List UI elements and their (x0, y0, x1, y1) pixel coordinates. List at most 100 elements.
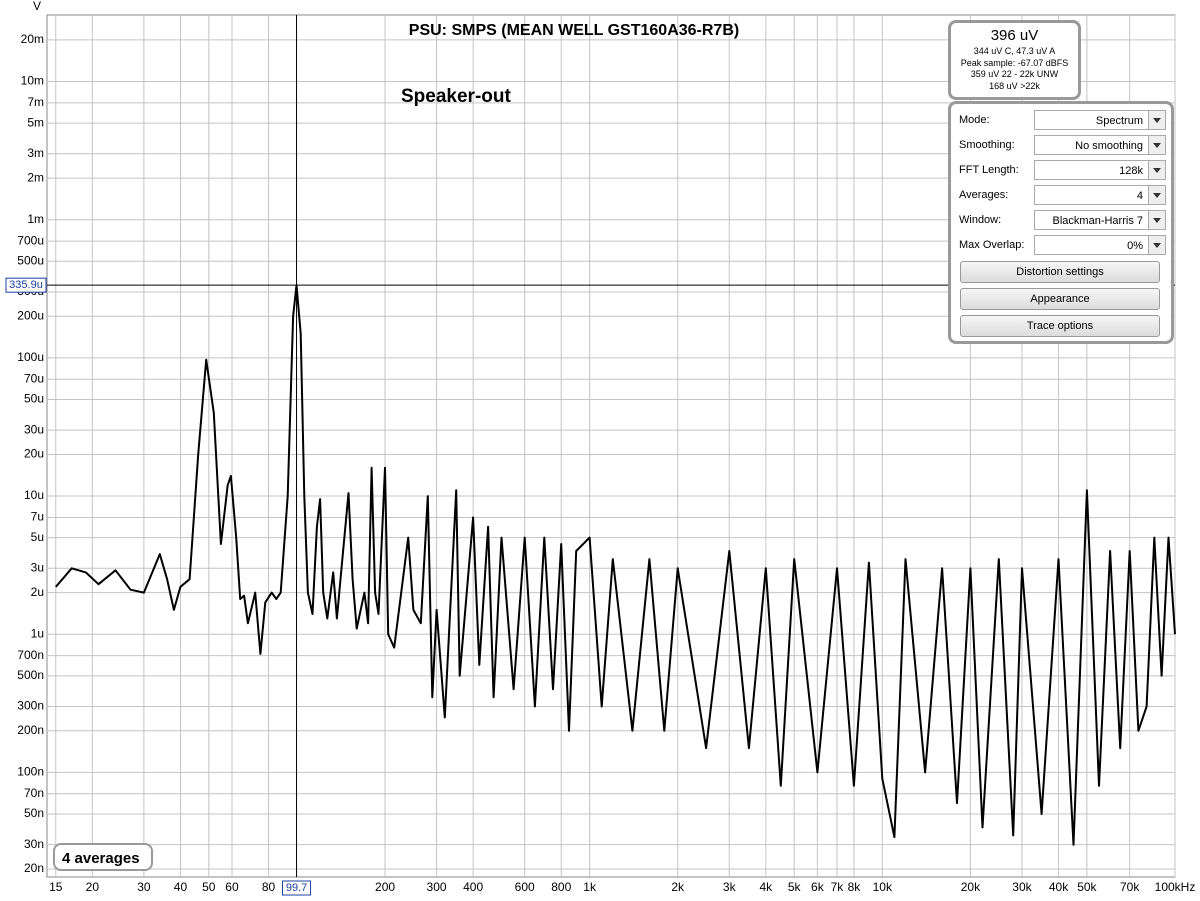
annotation: Speaker-out (401, 86, 511, 107)
control-row: Averages: 4 (959, 185, 1166, 205)
y-tick-label: 1m (27, 212, 44, 226)
dropdown-arrow[interactable] (1148, 211, 1165, 229)
y-tick-label: 70n (24, 786, 44, 800)
control-row: Window: Blackman-Harris 7 (959, 210, 1166, 230)
cursor-x-label: 99.7 (286, 882, 307, 894)
y-tick-label: 500u (17, 253, 44, 267)
meter-line: Peak sample: -67.07 dBFS (960, 57, 1069, 68)
y-tick-label: 100u (17, 350, 44, 364)
chart-title: PSU: SMPS (MEAN WELL GST160A36-R7B) (409, 22, 739, 39)
x-tick-label: 200 (375, 880, 395, 894)
x-tick-label: 800 (551, 880, 571, 894)
y-tick-label: 20m (21, 32, 44, 46)
x-tick-label: 50k (1077, 880, 1097, 894)
y-tick-label: 10u (24, 488, 44, 502)
dropdown-arrow[interactable] (1148, 136, 1165, 154)
dropdown-value: 0% (1127, 240, 1143, 252)
x-tick-label: 30k (1012, 880, 1032, 894)
x-tick-label: 40k (1049, 880, 1069, 894)
y-tick-label: 700u (17, 233, 44, 247)
y-tick-label: 2u (31, 585, 44, 599)
dropdown[interactable]: 0% (1034, 235, 1166, 255)
meter-line: 359 uV 22 - 22k UNW (970, 69, 1059, 79)
button[interactable]: Distortion settings (960, 261, 1160, 283)
y-tick-label: 50n (24, 806, 44, 820)
y-tick-label: 7m (27, 95, 44, 109)
y-tick-label: 5m (27, 115, 44, 129)
control-label: FFT Length: (959, 164, 1019, 176)
y-tick-label: 200u (17, 308, 44, 322)
control-row: FFT Length: 128k (959, 160, 1166, 180)
y-tick-label: 500n (17, 668, 44, 682)
y-tick-label: 50u (24, 392, 44, 406)
dropdown[interactable]: Spectrum (1034, 110, 1166, 130)
control-row: Max Overlap: 0% (959, 235, 1166, 255)
x-tick-label: 4k (759, 880, 773, 894)
dropdown-value: Blackman-Harris 7 (1052, 215, 1143, 227)
y-tick-label: 30u (24, 422, 44, 436)
meter-value: 396 uV (990, 27, 1039, 44)
x-tick-label: 300 (427, 880, 447, 894)
x-tick-label: 50 (202, 880, 216, 894)
y-tick-label: 7u (31, 510, 44, 524)
control-row: Mode: Spectrum (959, 110, 1166, 130)
button[interactable]: Trace options (960, 315, 1160, 337)
control-row: Smoothing: No smoothing (959, 135, 1166, 155)
y-tick-label: 3m (27, 146, 44, 160)
y-tick-label: 10m (21, 74, 44, 88)
dropdown[interactable]: 128k (1034, 160, 1166, 180)
y-tick-label: 700n (17, 648, 44, 662)
dropdown[interactable]: 4 (1034, 185, 1166, 205)
dropdown-value: 4 (1136, 190, 1143, 202)
dropdown-value: No smoothing (1075, 140, 1143, 152)
x-tick-label: 40 (174, 880, 188, 894)
dropdown[interactable]: Blackman-Harris 7 (1034, 210, 1166, 230)
y-tick-label: 200n (17, 723, 44, 737)
x-tick-label: 2k (671, 880, 685, 894)
control-panel: Mode: Spectrum Smoothing: No smoothing FFT L… (948, 101, 1174, 344)
cursor-y-label: 335.9u (9, 279, 43, 291)
y-tick-label: 2m (27, 170, 44, 184)
cursor-label-box (5, 277, 47, 293)
control-label: Window: (959, 214, 1002, 226)
dropdown-arrow[interactable] (1148, 236, 1165, 254)
dropdown-arrow[interactable] (1148, 111, 1165, 129)
x-tick-label: 80 (262, 880, 276, 894)
dropdown-value: 128k (1119, 165, 1143, 177)
y-tick-label: 100n (17, 765, 44, 779)
dropdown-value: Spectrum (1095, 115, 1143, 127)
x-tick-label: 6k (811, 880, 825, 894)
control-label: Mode: (959, 114, 990, 126)
dropdown[interactable]: No smoothing (1034, 135, 1166, 155)
x-tick-label: 30 (137, 880, 151, 894)
dropdown-arrow[interactable] (1148, 161, 1165, 179)
x-tick-label: 1k (583, 880, 597, 894)
button[interactable]: Appearance (960, 288, 1160, 310)
x-tick-label: 400 (463, 880, 483, 894)
x-tick-label: 3k (723, 880, 737, 894)
x-tick-label: 8k (848, 880, 862, 894)
x-tick-label: 5k (788, 880, 802, 894)
y-tick-label: 70u (24, 371, 44, 385)
y-tick-label: 20u (24, 447, 44, 461)
level-meter: 396 uV 344 uV C, 47.3 uV A Peak sample: … (948, 20, 1081, 100)
cursor-label-box (282, 880, 312, 896)
control-label: Smoothing: (959, 139, 1015, 151)
control-label: Averages: (959, 189, 1009, 201)
averages-badge: 4 averages (53, 843, 153, 871)
y-tick-label: 300n (17, 699, 44, 713)
x-tick-label: 15 (49, 880, 63, 894)
x-tick-label: 600 (515, 880, 535, 894)
meter-line: 168 uV >22k (989, 80, 1040, 91)
x-tick-label: 60 (225, 880, 239, 894)
spectrum-line (55, 284, 1176, 846)
y-tick-label: 5u (31, 530, 44, 544)
x-tick-label: 10k (873, 880, 893, 894)
dropdown-arrow[interactable] (1148, 186, 1165, 204)
control-label: Max Overlap: (959, 239, 1025, 251)
y-tick-label: 20n (24, 861, 44, 875)
x-tick-label: 20k (961, 880, 981, 894)
y-tick-label: 1u (31, 626, 44, 640)
y-tick-label: 30n (24, 837, 44, 851)
